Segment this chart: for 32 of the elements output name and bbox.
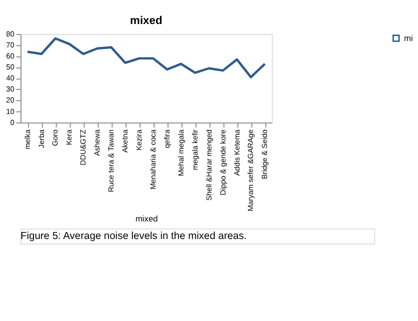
x-tick-label: Aketna	[120, 128, 130, 153]
x-tick-label: Dippo & gende kore	[218, 129, 228, 196]
x-axis-title: mixed	[135, 214, 158, 224]
x-tick-label: Kezira	[134, 128, 144, 151]
x-tick-label: DDU&GTZ	[78, 129, 88, 166]
x-tick-label: Shell &Harar menged	[204, 129, 214, 201]
x-tick-label: megala kefir	[190, 128, 200, 170]
x-tick-label: Jerba	[36, 128, 46, 148]
y-tick-label: 80	[6, 29, 14, 38]
y-tick-label: 60	[6, 51, 14, 60]
x-tick-label: qefira	[162, 128, 172, 148]
x-tick-label: Addis Ketema	[232, 128, 242, 176]
x-tick-label: Menaharia & coca	[148, 128, 158, 190]
y-tick-label: 50	[6, 62, 14, 72]
line-series	[26, 37, 266, 78]
x-tick-label: Maryam sefer &GARAge	[246, 129, 256, 212]
y-tick-label: 70	[6, 40, 14, 50]
y-tick-label: 40	[6, 74, 14, 83]
caption: Figure 5: Average noise levels in the mixed areas.	[20, 230, 247, 242]
x-tick-label: Ruce tera & Tawan	[106, 129, 116, 192]
chart-title: mixed	[130, 14, 162, 27]
x-tick-label: Kera	[64, 128, 74, 146]
y-tick-label: 30	[6, 84, 14, 94]
y-tick-label: 10	[6, 106, 14, 116]
x-tick-label: Mehal megala	[176, 128, 186, 176]
x-tick-label: Goro	[50, 129, 60, 146]
y-tick-label: 20	[6, 96, 14, 105]
x-tick-label: Bridge & Seido	[260, 129, 270, 180]
x-tick-label: Ashewa	[92, 128, 102, 156]
x-tick-label: melka	[22, 128, 32, 150]
y-tick-label: 0	[10, 118, 14, 127]
legend-label: mi	[404, 33, 413, 44]
